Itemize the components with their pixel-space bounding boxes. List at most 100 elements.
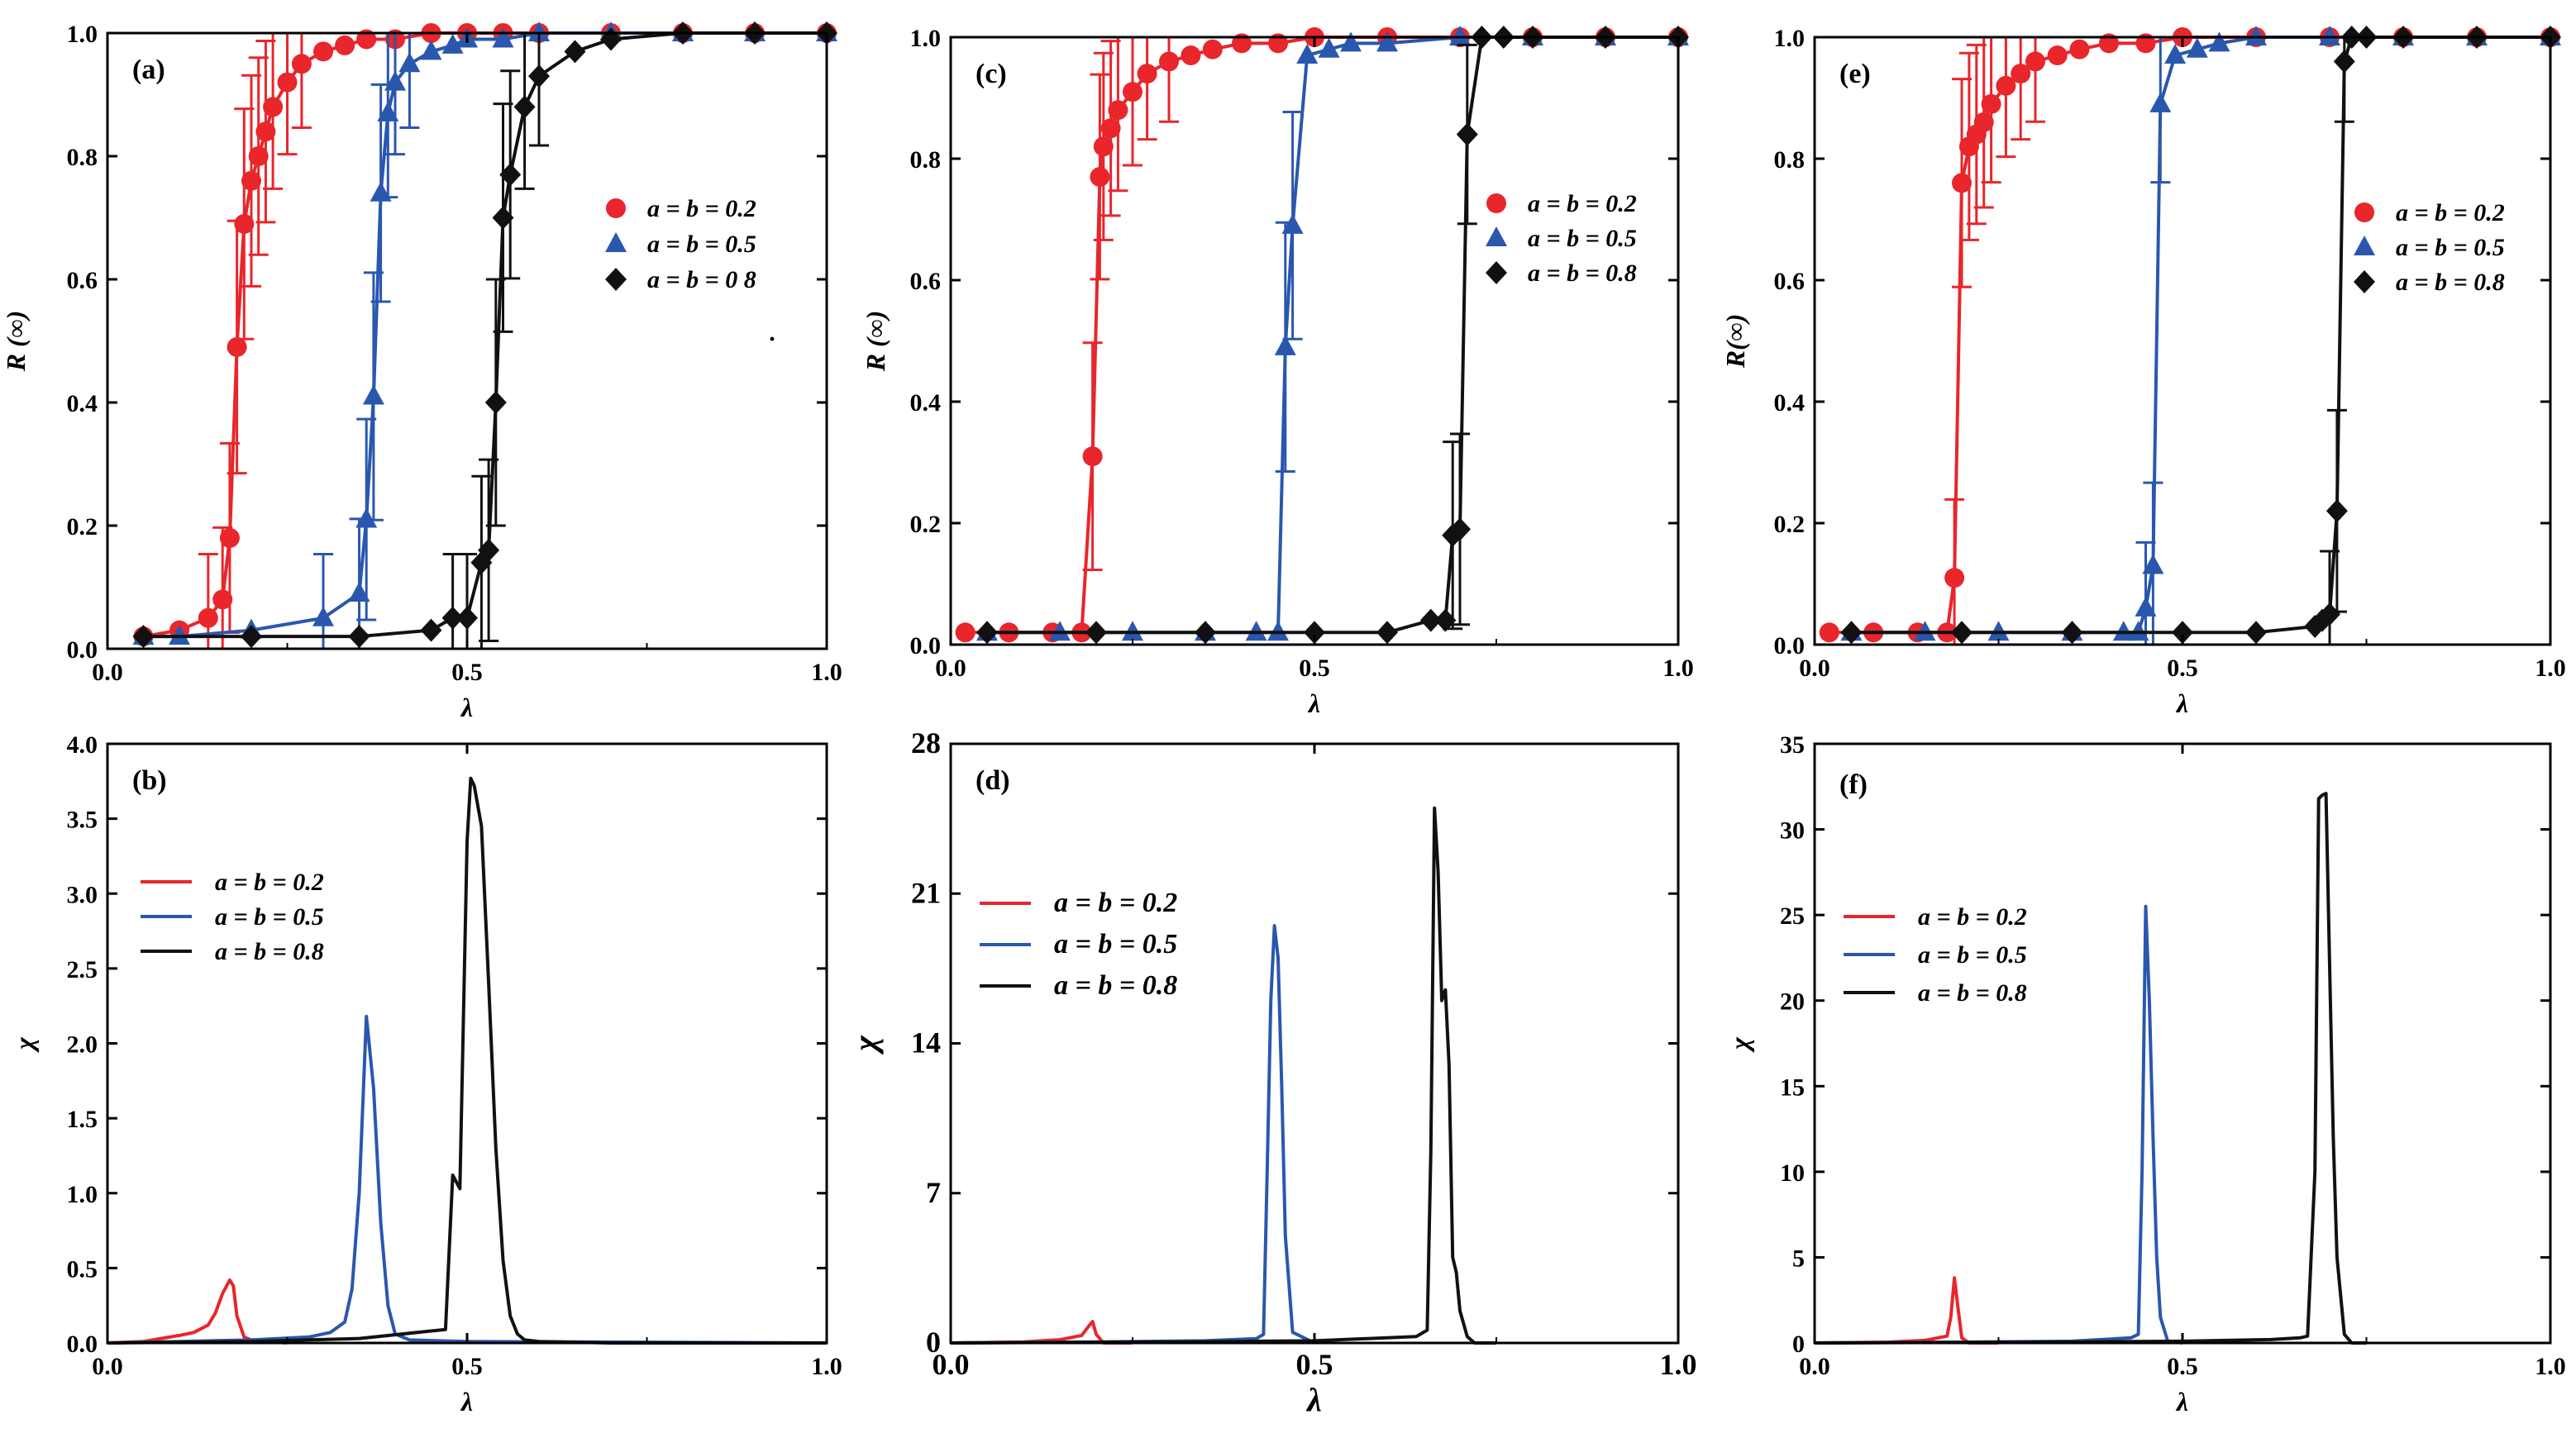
data-point (313, 41, 333, 62)
chart-panel-b: 0.0 0.5 1.0 0.0 0.5 1.0 1.5 2.0 2.5 3.0 3.5 4.0 λ χ (b… (9, 731, 842, 1417)
y-tick-label: 0.8 (1774, 146, 1806, 174)
data-point (456, 606, 478, 630)
data-point (1082, 446, 1103, 467)
x-tick-label: 1.0 (811, 659, 842, 686)
data-point (1434, 608, 1457, 632)
chart-panel-c: 0.0 0.5 1.0 0.0 0.2 0.4 0.6 0.8 1.0 λ R (∞) (c) a = … (861, 25, 1694, 718)
series-line (987, 36, 1678, 635)
series-line (987, 36, 1678, 635)
y-axis-title: R (∞) (861, 311, 890, 372)
y-tick-label: 0.0 (910, 632, 942, 659)
legend-label: a = b = 0.5 (1918, 941, 2027, 969)
data-point (484, 391, 507, 414)
data-point (1419, 608, 1442, 632)
y-tick-label: 28 (911, 726, 941, 759)
data-point (2172, 621, 2193, 645)
data-point (1090, 167, 1110, 188)
data-point (2245, 26, 2267, 45)
data-point (277, 72, 298, 93)
data-point (513, 95, 536, 119)
y-tick-label: 1.0 (1774, 25, 1806, 52)
data-point (420, 618, 442, 642)
data-point (1376, 621, 1398, 645)
legend-label: a = b = 0.2 (215, 869, 324, 896)
data-point (355, 507, 378, 528)
legend-label: a = b = 0.5 (647, 231, 756, 258)
y-tick-label: 20 (1780, 988, 1805, 1016)
data-point (132, 625, 155, 649)
series-line (107, 1278, 288, 1345)
y-tick-label: 0.5 (67, 1255, 98, 1283)
series-line (950, 1320, 1133, 1345)
data-point (2135, 596, 2157, 617)
data-point (1952, 173, 1972, 193)
legend-label: a = b = 0.5 (1528, 225, 1637, 252)
data-point (976, 621, 998, 645)
y-tick-label: 0.0 (67, 636, 98, 664)
y-axis-title: χ (9, 1036, 39, 1053)
data-point (291, 54, 312, 74)
y-tick-label: 0 (1792, 1331, 1805, 1358)
x-tick-label: 0.0 (92, 659, 123, 686)
data-point (564, 40, 586, 64)
legend-marker (1486, 193, 1506, 213)
series-line (1829, 36, 2550, 635)
data-point (263, 97, 284, 117)
data-point (212, 589, 233, 610)
data-point (2326, 499, 2348, 523)
y-axis-title: χ (1724, 1036, 1754, 1053)
legend-label: a = b = 0.5 (215, 903, 324, 931)
data-point (1123, 82, 1143, 102)
data-point (2319, 602, 2340, 626)
y-tick-label: 2.0 (67, 1031, 98, 1059)
data-point (241, 170, 261, 191)
legend-label: a = b = 0.8 (1918, 979, 2027, 1007)
data-point (1296, 44, 1319, 64)
legend-label: a = b = 0.8 (2396, 269, 2505, 296)
data-point (1456, 122, 1478, 146)
y-tick-label: 1.0 (67, 1181, 98, 1208)
data-point (1100, 118, 1121, 139)
data-point (528, 64, 550, 88)
x-axis-title: λ (460, 1387, 473, 1417)
data-point (441, 606, 464, 630)
legend-marker (605, 268, 627, 291)
series-line (1814, 1276, 1999, 1345)
y-tick-label: 4.0 (67, 731, 98, 759)
data-point (348, 625, 370, 649)
data-point (2208, 31, 2230, 52)
data-point (219, 527, 240, 548)
data-point (1304, 621, 1325, 645)
y-tick-label: 0.4 (1774, 389, 1806, 417)
data-point (2186, 37, 2208, 58)
x-tick-label: 1.0 (1662, 655, 1694, 682)
data-point (2061, 621, 2083, 645)
panel-label: (e) (1839, 59, 1871, 89)
legend-marker (606, 198, 626, 218)
x-tick-label: 0.5 (1299, 655, 1330, 682)
data-point (2149, 92, 2172, 112)
data-point (1449, 26, 1471, 45)
x-tick-label: 0.5 (451, 659, 483, 686)
y-tick-label: 25 (1780, 902, 1805, 930)
data-point (1108, 100, 1128, 121)
y-tick-label: 1.0 (910, 25, 942, 52)
data-point (362, 384, 384, 405)
data-point (2319, 26, 2340, 45)
panel-label: (b) (132, 765, 167, 796)
x-axis-title: λ (2175, 1387, 2188, 1417)
y-tick-label: 1.5 (67, 1106, 98, 1133)
panel-label: (c) (976, 59, 1007, 89)
x-tick-label: 0.5 (1296, 1348, 1333, 1381)
data-point (2164, 44, 2187, 64)
y-tick-label: 0.8 (67, 144, 98, 171)
data-point (234, 213, 255, 234)
data-point (1137, 64, 1157, 84)
legend-label: a = b = 0.5 (2396, 234, 2505, 261)
y-tick-label: 0.6 (910, 268, 942, 295)
data-point (955, 622, 976, 643)
legend-marker (2354, 236, 2375, 255)
y-tick-label: 0.0 (67, 1331, 98, 1358)
plot-frame (1813, 36, 2552, 646)
